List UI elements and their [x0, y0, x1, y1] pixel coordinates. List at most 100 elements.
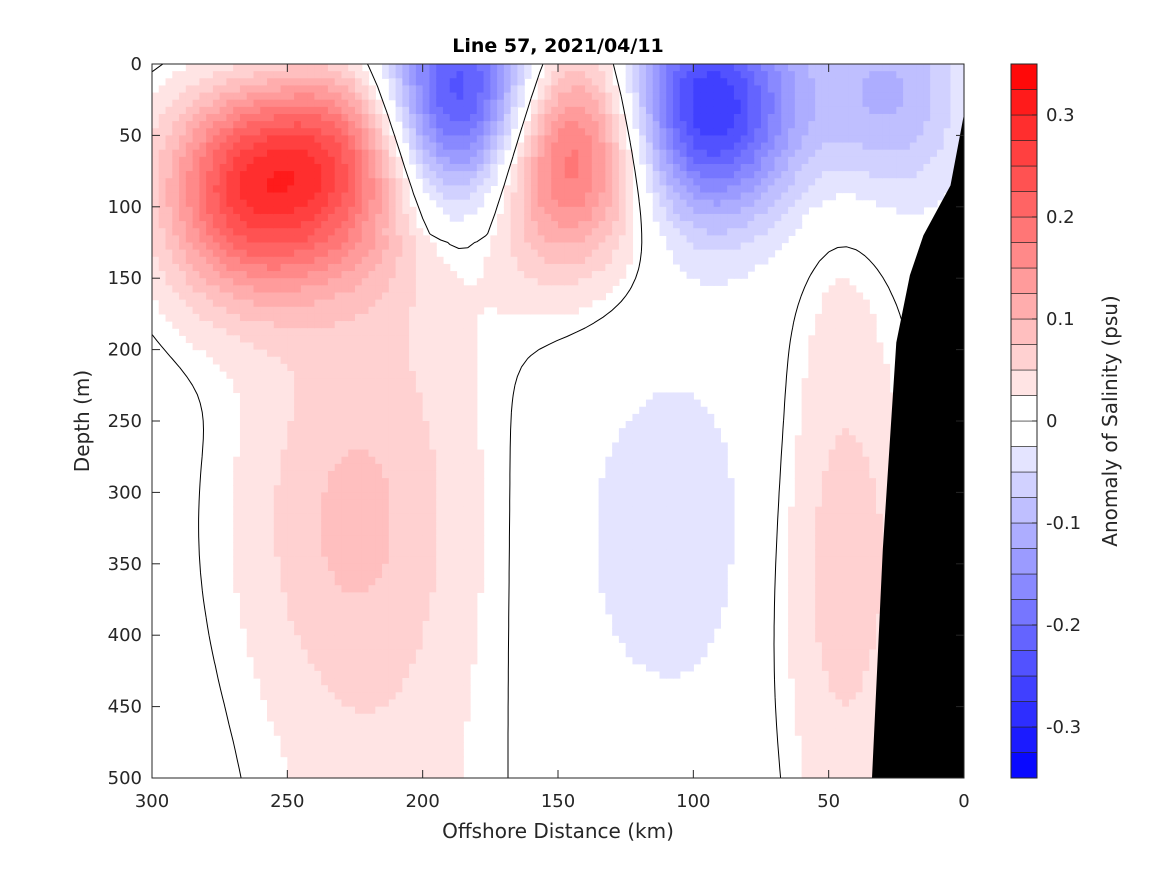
heatmap-cell: [510, 185, 518, 194]
heatmap-cell: [429, 628, 437, 636]
heatmap-cell: [287, 228, 295, 236]
heatmap-cell: [645, 549, 654, 558]
heatmap-cell: [321, 228, 329, 236]
heatmap-cell: [422, 613, 431, 622]
heatmap-cell: [307, 549, 315, 558]
heatmap-cell: [645, 71, 654, 79]
heatmap-cell: [402, 670, 410, 679]
heatmap-cell: [192, 149, 200, 158]
heatmap-cell: [652, 92, 661, 101]
heatmap-cell: [246, 556, 255, 565]
heatmap-cell: [321, 563, 329, 572]
heatmap-cell: [659, 570, 667, 579]
heatmap-cell: [618, 163, 627, 172]
heatmap-cell: [341, 756, 349, 765]
heatmap-cell: [361, 449, 370, 458]
heatmap-cell: [659, 64, 667, 72]
heatmap-cell: [463, 578, 471, 586]
heatmap-cell: [402, 678, 410, 686]
heatmap-cell: [422, 756, 431, 765]
heatmap-cell: [395, 585, 403, 593]
heatmap-cell: [300, 306, 309, 315]
heatmap-cell: [327, 249, 336, 258]
heatmap-cell: [260, 113, 268, 122]
heatmap-cell: [598, 185, 606, 194]
heatmap-cell: [395, 356, 403, 365]
heatmap-cell: [652, 64, 661, 72]
heatmap-cell: [239, 71, 248, 79]
heatmap-cell: [659, 585, 667, 593]
heatmap-cell: [382, 321, 390, 329]
heatmap-cell: [463, 113, 471, 122]
heatmap-cell: [456, 428, 464, 436]
heatmap-cell: [456, 406, 464, 415]
heatmap-cell: [605, 192, 613, 201]
heatmap-cell: [585, 242, 593, 251]
heatmap-cell: [361, 435, 370, 444]
heatmap-cell: [314, 378, 322, 386]
heatmap-cell: [368, 328, 376, 336]
heatmap-cell: [591, 121, 600, 129]
heatmap-cell: [361, 542, 370, 551]
heatmap-cell: [219, 156, 228, 165]
heatmap-cell: [585, 135, 593, 144]
heatmap-cell: [280, 685, 288, 693]
heatmap-cell: [361, 406, 370, 415]
heatmap-cell: [442, 328, 451, 336]
heatmap-cell: [415, 735, 424, 743]
heatmap-cell: [260, 570, 268, 579]
heatmap-cell: [497, 135, 505, 144]
heatmap-cell: [287, 128, 295, 136]
heatmap-cell: [327, 128, 336, 136]
heatmap-cell: [578, 71, 586, 79]
heatmap-cell: [158, 235, 167, 244]
heatmap-cell: [463, 171, 471, 179]
heatmap-cell: [537, 235, 546, 244]
heatmap-cell: [402, 263, 410, 272]
heatmap-cell: [327, 499, 336, 508]
heatmap-cell: [429, 321, 437, 329]
heatmap-cell: [436, 292, 444, 301]
heatmap-cell: [368, 135, 376, 144]
heatmap-cell: [422, 535, 431, 543]
heatmap-cell: [307, 406, 315, 415]
heatmap-cell: [422, 363, 431, 372]
heatmap-cell: [348, 642, 356, 651]
heatmap-cell: [300, 763, 309, 772]
heatmap-cell: [321, 356, 329, 365]
heatmap-cell: [517, 85, 525, 94]
heatmap-cell: [246, 363, 255, 372]
heatmap-cell: [219, 292, 228, 301]
heatmap-cell: [314, 178, 322, 186]
heatmap-cell: [253, 535, 261, 543]
heatmap-cell: [409, 235, 417, 244]
heatmap-cell: [659, 606, 667, 615]
heatmap-cell: [172, 135, 180, 144]
heatmap-cell: [456, 635, 464, 643]
heatmap-cell: [422, 485, 431, 493]
heatmap-cell: [355, 635, 363, 643]
heatmap-cell: [361, 670, 370, 679]
heatmap-cell: [341, 278, 349, 286]
heatmap-cell: [382, 306, 390, 315]
heatmap-cell: [375, 728, 383, 736]
heatmap-cell: [605, 128, 613, 136]
heatmap-cell: [415, 271, 424, 279]
heatmap-cell: [348, 378, 356, 386]
heatmap-cell: [456, 649, 464, 658]
heatmap-cell: [260, 506, 268, 515]
heatmap-cell: [449, 542, 458, 551]
heatmap-cell: [551, 142, 559, 151]
heatmap-cell: [273, 542, 282, 551]
heatmap-cell: [355, 442, 363, 451]
heatmap-cell: [388, 735, 397, 743]
heatmap-cell: [544, 71, 552, 79]
heatmap-cell: [172, 321, 180, 329]
heatmap-cell: [652, 71, 661, 79]
heatmap-cell: [409, 706, 417, 715]
heatmap-cell: [294, 121, 302, 129]
heatmap-cell: [625, 478, 634, 486]
heatmap-cell: [652, 563, 661, 572]
heatmap-cell: [564, 242, 573, 251]
heatmap-cell: [361, 570, 370, 579]
